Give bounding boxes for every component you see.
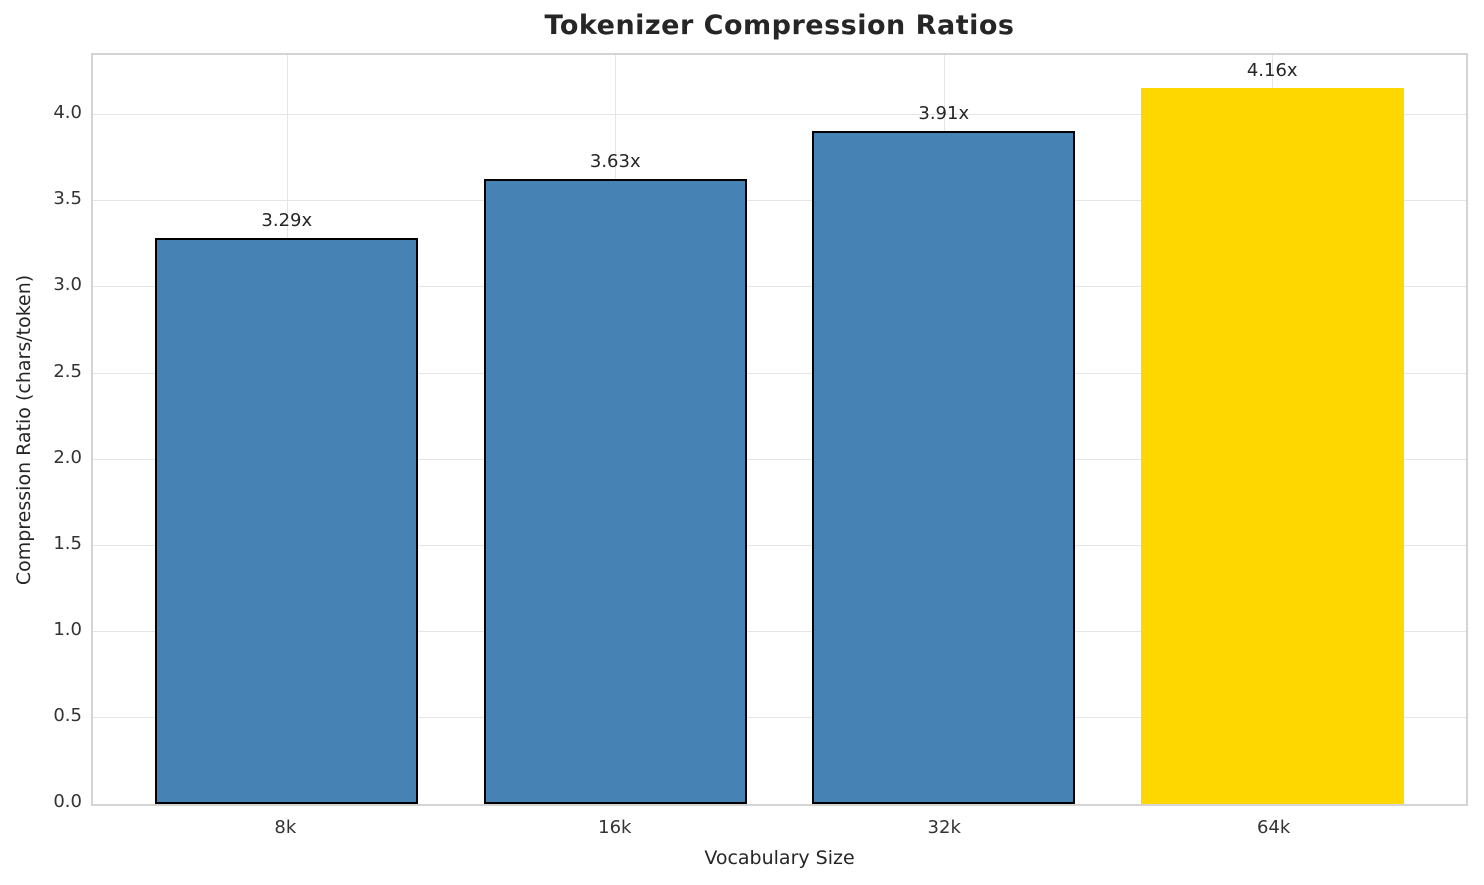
x-tick-label: 16k [598,817,632,838]
bar-16k [483,178,747,804]
bar-value-label: 3.29x [261,209,313,231]
y-tick-label: 0.0 [53,791,82,812]
gridline-h [93,372,1466,374]
plot-inner: 3.29x 3.63x 3.91x 4.16x [93,55,1466,804]
y-tick-label: 2.0 [53,446,82,468]
gridline-h [93,630,1466,632]
y-tick-label: 1.5 [53,532,82,554]
gridline-h [93,458,1466,460]
bar-value-label: 4.16x [1246,59,1298,81]
bar-value-label: 3.63x [589,150,641,172]
plot-area: 3.29x 3.63x 3.91x 4.16x [91,53,1468,806]
bar-8k [155,237,419,804]
y-tick-label: 0.5 [53,704,82,726]
bar-value-label: 3.91x [918,102,970,124]
y-tick-label: 3.5 [53,188,82,210]
x-tick-label: 32k [927,817,961,838]
chart-title: Tokenizer Compression Ratios [544,10,1015,41]
x-tick-label: 64k [1256,817,1291,838]
y-tick-label: 4.0 [53,102,82,124]
gridline-h [93,544,1466,546]
y-tick-label: 1.0 [53,618,82,640]
gridline-h [93,286,1466,288]
x-tick-label: 8k [274,817,297,838]
x-axis-label: Vocabulary Size [704,847,855,869]
y-tick-label: 2.5 [53,360,82,382]
gridline-h [93,716,1466,718]
y-tick-label: 3.0 [53,274,82,296]
x-tick-labels: 8k 16k 32k 64k [91,817,1468,841]
bar-32k [812,130,1076,804]
y-tick-labels: 0.0 0.5 1.0 1.5 2.0 2.5 3.0 3.5 4.0 [0,53,82,811]
gridline-h [93,114,1466,116]
bar-64k [1140,87,1404,804]
gridline-h [93,200,1466,202]
